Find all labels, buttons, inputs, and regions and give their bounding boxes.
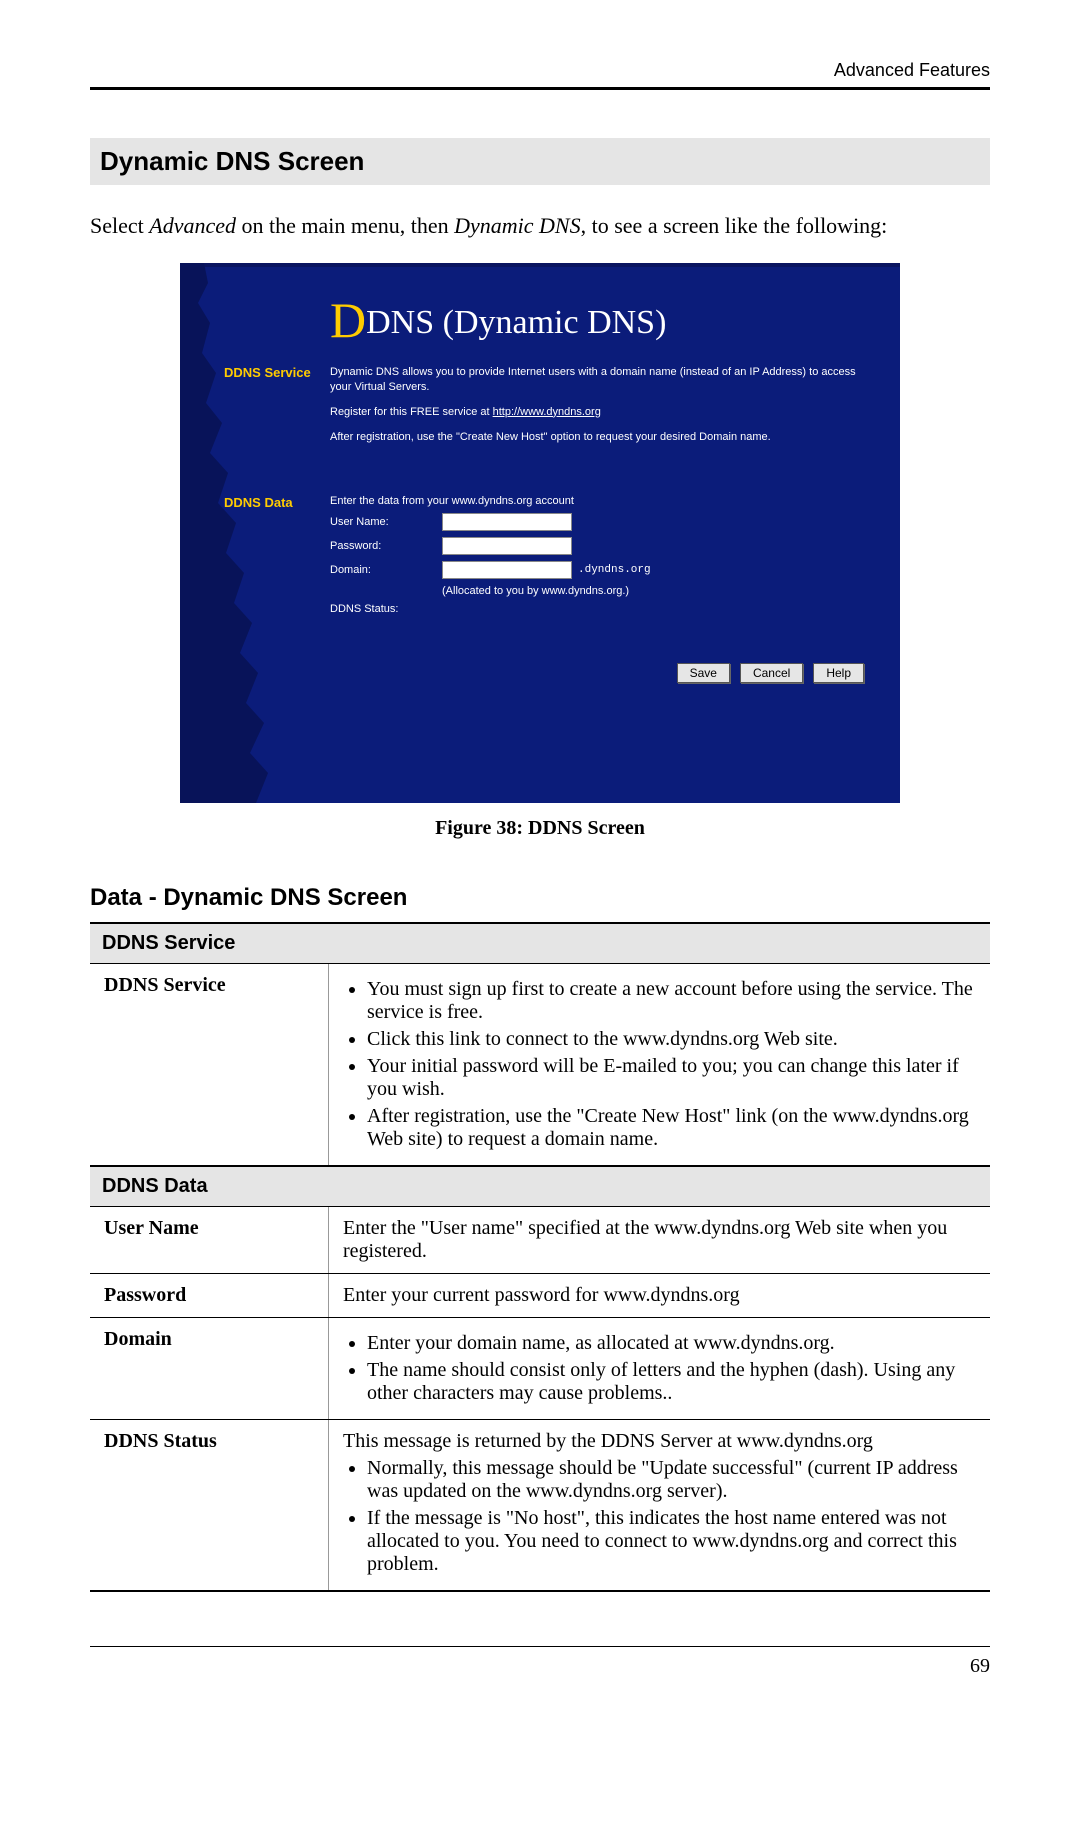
r4-b2: The name should consist only of letters … xyxy=(367,1359,976,1405)
r1-b2: Click this link to connect to the www.dy… xyxy=(367,1028,976,1051)
r5-b1: Normally, this message should be "Update… xyxy=(367,1457,976,1503)
service-desc2: Register for this FREE service at http:/… xyxy=(330,405,876,420)
help-button[interactable]: Help xyxy=(813,663,864,683)
page-header-right: Advanced Features xyxy=(90,60,990,81)
ddns-screenshot: DDNS (Dynamic DNS) DDNS Service DDNS Dat… xyxy=(180,263,900,803)
key-username: User Name xyxy=(90,1207,329,1274)
input-username[interactable] xyxy=(442,513,572,531)
label-password: Password: xyxy=(330,540,442,552)
group-row-service: DDNS Service xyxy=(90,923,990,964)
row-status: DDNS Status: xyxy=(330,603,876,615)
row-username: User Name: xyxy=(330,513,876,531)
r1-b4: After registration, use the "Create New … xyxy=(367,1105,976,1151)
input-password[interactable] xyxy=(442,537,572,555)
intro-mid: on the main menu, then xyxy=(236,213,454,238)
list-ddns-status: Normally, this message should be "Update… xyxy=(343,1457,976,1576)
title-rest: DNS (Dynamic DNS) xyxy=(366,304,666,341)
row-password: Password Enter your current password for… xyxy=(90,1274,990,1318)
r5-lead: This message is returned by the DDNS Ser… xyxy=(343,1430,976,1453)
group-ddns-service: DDNS Service xyxy=(90,923,990,964)
r1-b1: You must sign up first to create a new a… xyxy=(367,978,976,1024)
key-password: Password xyxy=(90,1274,329,1318)
row-domain: Domain Enter your domain name, as alloca… xyxy=(90,1318,990,1420)
page-number: 69 xyxy=(90,1655,990,1678)
intro-line: Select Advanced on the main menu, then D… xyxy=(90,213,990,239)
r1-b3: Your initial password will be E-mailed t… xyxy=(367,1055,976,1101)
section-title: Dynamic DNS Screen xyxy=(90,138,990,185)
label-ddns-data: DDNS Data xyxy=(224,495,293,510)
val-ddns-status: This message is returned by the DDNS Ser… xyxy=(329,1420,991,1592)
list-domain: Enter your domain name, as allocated at … xyxy=(343,1332,976,1405)
input-domain[interactable] xyxy=(442,561,572,579)
val-password: Enter your current password for www.dynd… xyxy=(329,1274,991,1318)
intro-em2: Dynamic DNS xyxy=(454,213,580,238)
data-subheading: Data - Dynamic DNS Screen xyxy=(90,884,990,912)
label-ddns-service: DDNS Service xyxy=(224,365,311,380)
intro-prefix: Select xyxy=(90,213,149,238)
service-desc1: Dynamic DNS allows you to provide Intern… xyxy=(330,365,876,395)
val-username: Enter the "User name" specified at the w… xyxy=(329,1207,991,1274)
service-desc3: After registration, use the "Create New … xyxy=(330,430,876,445)
intro-suffix: , to see a screen like the following: xyxy=(581,213,888,238)
key-ddns-status: DDNS Status xyxy=(90,1420,329,1592)
key-domain: Domain xyxy=(90,1318,329,1420)
footer-rule xyxy=(90,1646,990,1647)
label-domain: Domain: xyxy=(330,564,442,576)
screenshot-service-text: Dynamic DNS allows you to provide Intern… xyxy=(330,365,876,454)
list-ddns-service: You must sign up first to create a new a… xyxy=(343,978,976,1151)
row-ddns-service: DDNS Service You must sign up first to c… xyxy=(90,964,990,1167)
key-ddns-service: DDNS Service xyxy=(90,964,329,1167)
row-password: Password: xyxy=(330,537,876,555)
group-row-data: DDNS Data xyxy=(90,1166,990,1207)
cancel-button[interactable]: Cancel xyxy=(740,663,803,683)
title-big-d: D xyxy=(330,292,366,348)
intro-em1: Advanced xyxy=(149,213,236,238)
r4-b1: Enter your domain name, as allocated at … xyxy=(367,1332,976,1355)
label-status: DDNS Status: xyxy=(330,603,442,615)
row-ddns-status: DDNS Status This message is returned by … xyxy=(90,1420,990,1592)
data-table: DDNS Service DDNS Service You must sign … xyxy=(90,922,990,1592)
screenshot-buttons: Save Cancel Help xyxy=(677,663,864,683)
screenshot-form: Enter the data from your www.dyndns.org … xyxy=(330,495,876,621)
group-ddns-data: DDNS Data xyxy=(90,1166,990,1207)
val-domain: Enter your domain name, as allocated at … xyxy=(329,1318,991,1420)
screenshot-title: DDNS (Dynamic DNS) xyxy=(330,291,666,349)
dyndns-link[interactable]: http://www.dyndns.org xyxy=(493,406,601,418)
desc2-prefix: Register for this FREE service at xyxy=(330,406,493,418)
figure-caption: Figure 38: DDNS Screen xyxy=(90,817,990,840)
val-ddns-service: You must sign up first to create a new a… xyxy=(329,964,991,1167)
save-button[interactable]: Save xyxy=(677,663,730,683)
label-username: User Name: xyxy=(330,516,442,528)
data-hint: Enter the data from your www.dyndns.org … xyxy=(330,495,876,507)
domain-suffix: .dyndns.org xyxy=(578,564,651,576)
header-rule xyxy=(90,87,990,90)
row-username: User Name Enter the "User name" specifie… xyxy=(90,1207,990,1274)
r5-b2: If the message is "No host", this indica… xyxy=(367,1507,976,1576)
document-page: Advanced Features Dynamic DNS Screen Sel… xyxy=(0,0,1080,1822)
coast-decoration xyxy=(180,263,310,803)
row-domain: Domain: .dyndns.org xyxy=(330,561,876,579)
domain-help: (Allocated to you by www.dyndns.org.) xyxy=(442,585,876,597)
